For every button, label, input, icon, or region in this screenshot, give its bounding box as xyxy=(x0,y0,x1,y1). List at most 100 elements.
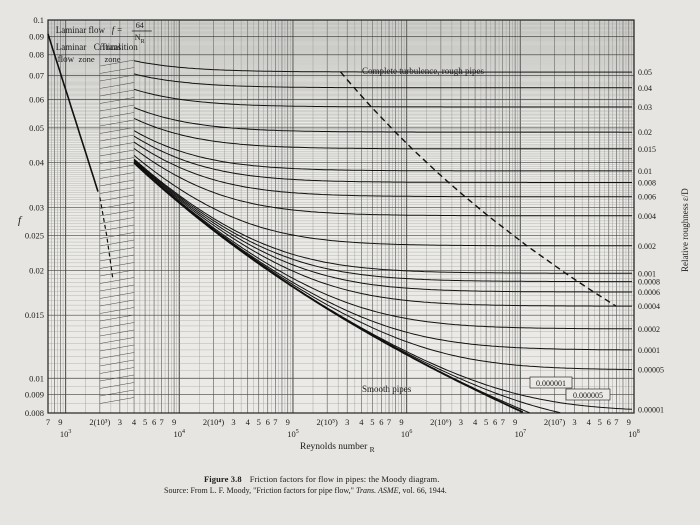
relative-roughness-axis-label: Relative roughness ε/D xyxy=(680,188,690,272)
hatch-line xyxy=(99,299,135,307)
hatch-line xyxy=(99,389,135,397)
roughness-curve xyxy=(133,160,632,293)
roughness-curve xyxy=(133,161,632,307)
roughness-label: 0.0004 xyxy=(638,302,660,311)
x-tick-label: 9 xyxy=(172,417,176,427)
roughness-label: 0.00005 xyxy=(638,366,664,375)
roughness-curve xyxy=(133,73,632,89)
x-tick-label: 5 xyxy=(370,417,374,427)
roughness-label: 0.0001 xyxy=(638,346,660,355)
x-tick-label: 7 xyxy=(46,417,50,427)
hatch-line xyxy=(99,292,135,299)
figure-label: Figure 3.8 xyxy=(204,474,242,484)
annotation-laminar: Laminar xyxy=(56,42,87,52)
y-tick-label: 0.09 xyxy=(29,31,44,41)
hatch-line xyxy=(99,89,135,97)
x-tick-label: 6 xyxy=(266,417,270,427)
roughness-label: 0.04 xyxy=(638,84,652,93)
x-tick-label: 9 xyxy=(286,417,290,427)
x-tick-label: 5 xyxy=(598,417,602,427)
hatch-line xyxy=(99,329,135,337)
hatch-line xyxy=(99,179,135,187)
x-tick-label: 3 xyxy=(345,417,349,427)
hatch-line xyxy=(99,209,135,217)
roughness-label: 0.00001 xyxy=(638,405,664,414)
hatch-line xyxy=(99,134,135,142)
x-tick-label: 7 xyxy=(387,417,391,427)
roughness-curve xyxy=(133,60,632,73)
x-tick-label: 5 xyxy=(143,417,147,427)
y-tick-label: 0.025 xyxy=(25,231,44,241)
hatch-line xyxy=(99,119,135,127)
source-journal: Trans. ASME, xyxy=(355,486,401,495)
x-tick-label: 7 xyxy=(501,417,505,427)
hatch-line xyxy=(99,217,135,224)
y-tick-label: 0.009 xyxy=(25,390,44,400)
hatch-line xyxy=(99,352,135,359)
roughness-label: 0.01 xyxy=(638,167,652,176)
x-tick-label: 2(10⁴) xyxy=(203,417,225,427)
labels: 0.10.090.080.070.060.050.040.030.0250.02… xyxy=(18,15,690,454)
x-tick-label: 3 xyxy=(118,417,122,427)
annotation-zone-transition: zone xyxy=(105,54,121,64)
hatch-line xyxy=(99,112,135,119)
annotation-transition: Transition xyxy=(101,42,138,52)
hatch-line xyxy=(99,269,135,277)
complete-turbulence-boundary xyxy=(339,71,617,307)
hatch-line xyxy=(99,194,135,202)
x-tick-label: 9 xyxy=(627,417,631,427)
annotation-flow: flow xyxy=(58,54,75,64)
annotation-f-equals: f = xyxy=(112,25,123,35)
y-tick-label: 0.06 xyxy=(29,94,44,104)
hatch-line xyxy=(99,239,135,247)
source-suffix: vol. 66, 1944. xyxy=(402,486,447,495)
x-tick-label: 6 xyxy=(493,417,497,427)
hatch-line xyxy=(99,382,135,389)
figure-caption-text: Friction factors for flow in pipes: the … xyxy=(249,474,440,484)
x-tick-label: 9 xyxy=(513,417,517,427)
x-tick-label: 4 xyxy=(587,417,592,427)
roughness-label: 0.004 xyxy=(638,212,656,221)
y-tick-label: 0.02 xyxy=(29,265,44,275)
roughness-label: 0.006 xyxy=(638,193,656,202)
y-tick-label: 0.04 xyxy=(29,158,45,168)
x-tick-label: 3 xyxy=(231,417,235,427)
plot-area xyxy=(48,20,634,413)
annotation-0000001: 0.000001 xyxy=(536,379,566,388)
roughness-curve xyxy=(133,148,632,217)
y-tick-label: 0.07 xyxy=(29,70,44,80)
x-tick-label: 6 xyxy=(607,417,611,427)
annotation-0000005: 0.000005 xyxy=(573,391,603,400)
x-decade-label: 104 xyxy=(174,429,186,439)
annotation-smooth-pipes: Smooth pipes xyxy=(362,384,412,394)
x-decade-label: 103 xyxy=(60,429,72,439)
curves xyxy=(47,33,633,414)
roughness-curve xyxy=(133,155,632,247)
hatch-line xyxy=(99,202,135,209)
hatch-line xyxy=(99,322,135,329)
roughness-curve xyxy=(133,107,632,133)
hatch-line xyxy=(99,187,135,194)
annotation-frac-num: 64 xyxy=(136,21,144,30)
roughness-label: 0.001 xyxy=(638,269,656,278)
hatch-line xyxy=(99,284,135,292)
roughness-label: 0.02 xyxy=(638,128,652,137)
roughness-label: 0.002 xyxy=(638,242,656,251)
x-tick-label: 2(10³) xyxy=(89,417,110,427)
y-tick-label: 0.015 xyxy=(25,310,44,320)
hatch-line xyxy=(99,127,135,134)
y-axis-label: f xyxy=(18,215,23,227)
roughness-label: 0.015 xyxy=(638,145,656,154)
x-decade-label: 107 xyxy=(515,429,527,439)
x-tick-label: 4 xyxy=(246,417,251,427)
roughness-curve xyxy=(133,135,632,183)
roughness-label: 0.0008 xyxy=(638,278,660,287)
y-tick-label: 0.05 xyxy=(29,123,44,133)
figure-caption: Figure 3.8 Friction factors for flow in p… xyxy=(204,474,439,484)
y-tick-label: 0.1 xyxy=(33,15,44,25)
roughness-label: 0.0006 xyxy=(638,288,660,297)
x-decade-label: 105 xyxy=(287,429,299,439)
y-tick-label: 0.01 xyxy=(29,373,44,383)
annotation-critical: Critical xyxy=(94,42,121,52)
hatch-line xyxy=(99,359,135,367)
